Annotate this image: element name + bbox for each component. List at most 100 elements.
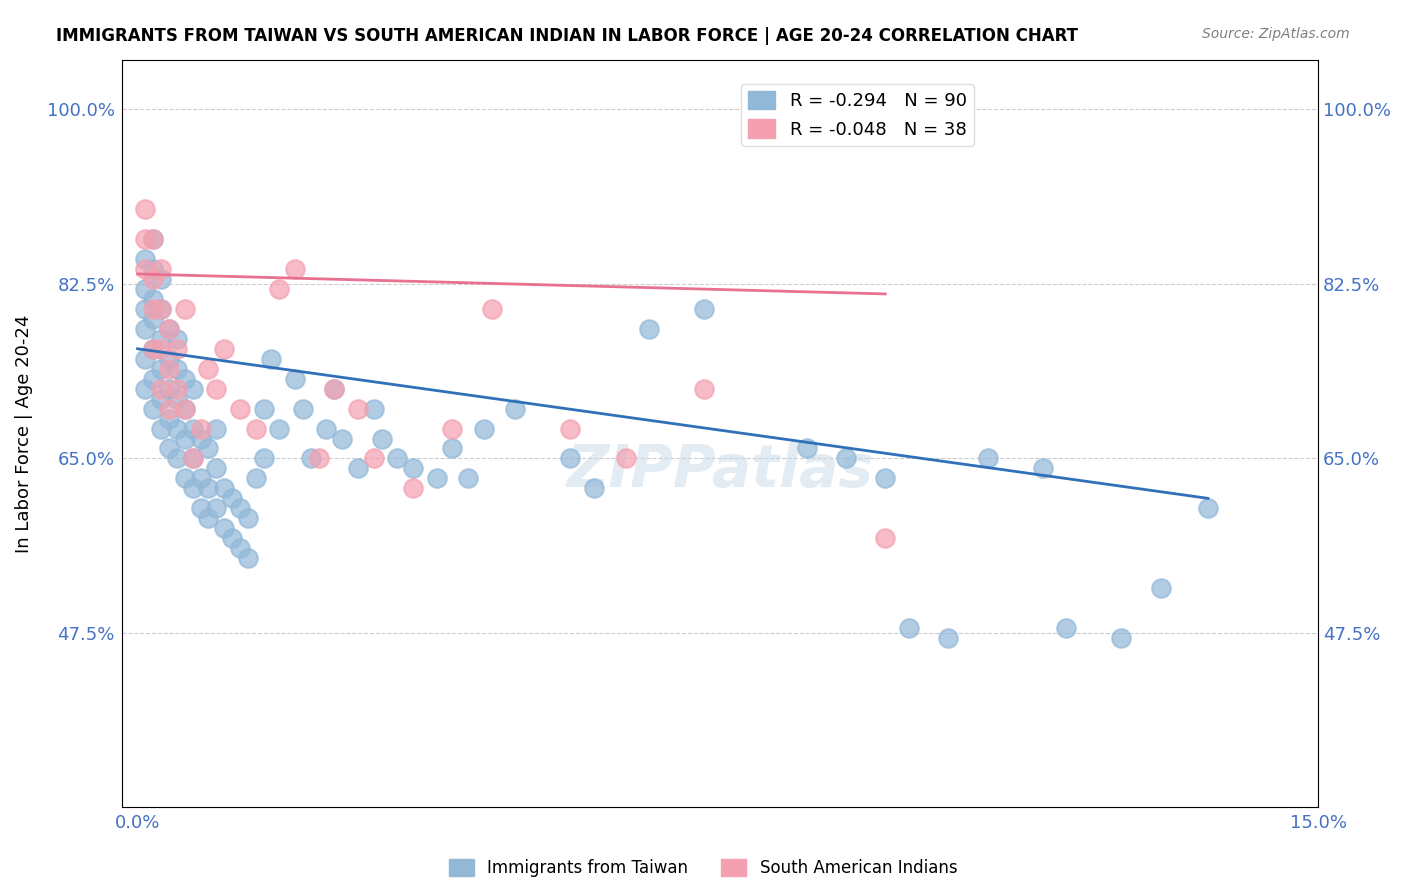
Point (835, 451, 858, 466)
Point (472, 421, 495, 435)
Point (560, 451, 582, 466)
Point (236, 551, 259, 566)
Point (134, 232, 156, 246)
Point (221, 531, 243, 545)
Point (157, 401, 180, 416)
Text: IMMIGRANTS FROM TAIWAN VS SOUTH AMERICAN INDIAN IN LABOR FORCE | AGE 20-24 CORRE: IMMIGRANTS FROM TAIWAN VS SOUTH AMERICAN… (56, 27, 1078, 45)
Point (875, 471, 897, 485)
Point (142, 262, 165, 277)
Point (347, 461, 370, 475)
Point (205, 382, 228, 396)
Point (315, 421, 337, 435)
Point (142, 401, 165, 416)
Point (323, 382, 346, 396)
Point (796, 442, 818, 456)
Point (197, 442, 219, 456)
Point (166, 451, 188, 466)
Point (142, 342, 165, 356)
Point (212, 342, 235, 356)
Point (205, 461, 228, 475)
Point (173, 432, 195, 446)
Point (252, 451, 274, 466)
Point (181, 482, 204, 496)
Legend: R = -0.294   N = 90, R = -0.048   N = 38: R = -0.294 N = 90, R = -0.048 N = 38 (741, 84, 974, 145)
Point (370, 432, 392, 446)
Point (134, 282, 156, 296)
Point (936, 631, 959, 645)
Point (1197, 501, 1219, 516)
Point (142, 301, 165, 316)
Point (134, 301, 156, 316)
Point (157, 351, 180, 366)
Point (457, 471, 479, 485)
Point (229, 501, 252, 516)
Point (190, 471, 212, 485)
Point (330, 432, 353, 446)
Point (363, 401, 385, 416)
Point (252, 401, 274, 416)
Point (181, 421, 204, 435)
Point (173, 301, 195, 316)
Point (560, 421, 582, 435)
Point (291, 401, 314, 416)
Point (197, 482, 219, 496)
Point (284, 262, 307, 277)
Point (150, 421, 173, 435)
Point (173, 471, 195, 485)
Point (1111, 631, 1133, 645)
Point (157, 442, 180, 456)
Point (583, 482, 606, 496)
Point (150, 272, 173, 286)
Point (638, 322, 661, 336)
Point (173, 372, 195, 386)
Point (166, 332, 188, 346)
Point (142, 292, 165, 306)
Point (260, 351, 283, 366)
Point (481, 301, 503, 316)
Point (142, 311, 165, 326)
Point (441, 421, 464, 435)
Point (150, 332, 173, 346)
Point (245, 421, 267, 435)
Point (157, 322, 180, 336)
Y-axis label: In Labor Force | Age 20-24: In Labor Force | Age 20-24 (15, 314, 32, 553)
Point (142, 372, 165, 386)
Point (166, 421, 188, 435)
Point (150, 262, 173, 277)
Point (190, 421, 212, 435)
Point (1054, 621, 1077, 635)
Point (166, 392, 188, 406)
Point (614, 451, 637, 466)
Point (269, 421, 291, 435)
Point (166, 342, 188, 356)
Point (134, 322, 156, 336)
Point (308, 451, 330, 466)
Point (387, 451, 409, 466)
Point (299, 451, 322, 466)
Point (402, 482, 425, 496)
Point (229, 401, 252, 416)
Text: Source: ZipAtlas.com: Source: ZipAtlas.com (1202, 27, 1350, 41)
Point (173, 401, 195, 416)
Point (134, 202, 156, 216)
Point (134, 382, 156, 396)
Point (269, 282, 291, 296)
Point (166, 361, 188, 376)
Point (142, 232, 165, 246)
Point (347, 401, 370, 416)
Point (150, 301, 173, 316)
Point (150, 361, 173, 376)
Point (205, 421, 228, 435)
Point (190, 501, 212, 516)
Point (323, 382, 346, 396)
Point (205, 501, 228, 516)
Point (157, 411, 180, 425)
Text: ZIPPatlas: ZIPPatlas (567, 442, 873, 500)
Point (197, 511, 219, 525)
Point (134, 252, 156, 266)
Point (245, 471, 267, 485)
Point (976, 451, 998, 466)
Point (157, 322, 180, 336)
Point (142, 342, 165, 356)
Point (212, 482, 235, 496)
